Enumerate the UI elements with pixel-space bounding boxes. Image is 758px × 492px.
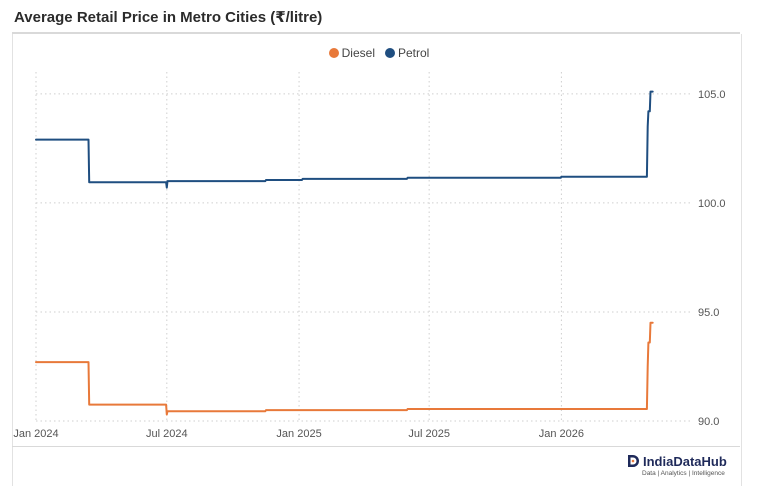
- brand: IndiaDataHub Data | Analytics | Intellig…: [626, 454, 746, 477]
- chart-title: Average Retail Price in Metro Cities (₹/…: [14, 9, 323, 26]
- y-tick-label-2: 100.0: [698, 198, 726, 210]
- y-tick-label-3: 105.0: [698, 89, 726, 101]
- x-tick-label-1: Jul 2024: [146, 428, 188, 440]
- series-line-diesel: [35, 321, 654, 416]
- title-divider: [12, 32, 740, 34]
- legend-item-petrol[interactable]: Petrol: [385, 46, 429, 60]
- legend-label-diesel: Diesel: [341, 46, 375, 60]
- footer-divider: [12, 446, 740, 447]
- chart-border: [12, 34, 742, 486]
- brand-name: IndiaDataHub: [643, 454, 727, 469]
- y-tick-label-0: 90.0: [698, 416, 719, 428]
- chart-frame: [8, 4, 750, 488]
- series-line-petrol: [35, 90, 654, 189]
- d-logo-icon: [628, 455, 639, 467]
- brand-tagline: Data | Analytics | Intelligence: [642, 470, 725, 477]
- x-tick-label-3: Jul 2025: [408, 428, 450, 440]
- legend: Diesel Petrol: [0, 46, 758, 60]
- x-tick-label-2: Jan 2025: [276, 428, 321, 440]
- y-tick-label-1: 95.0: [698, 307, 719, 319]
- legend-dot-diesel: [328, 48, 339, 58]
- legend-label-petrol: Petrol: [398, 46, 430, 60]
- legend-item-diesel[interactable]: Diesel: [328, 46, 375, 60]
- legend-dot-petrol: [385, 48, 395, 58]
- x-tick-label-0: Jan 2024: [13, 428, 58, 440]
- x-tick-label-4: Jan 2026: [539, 428, 584, 440]
